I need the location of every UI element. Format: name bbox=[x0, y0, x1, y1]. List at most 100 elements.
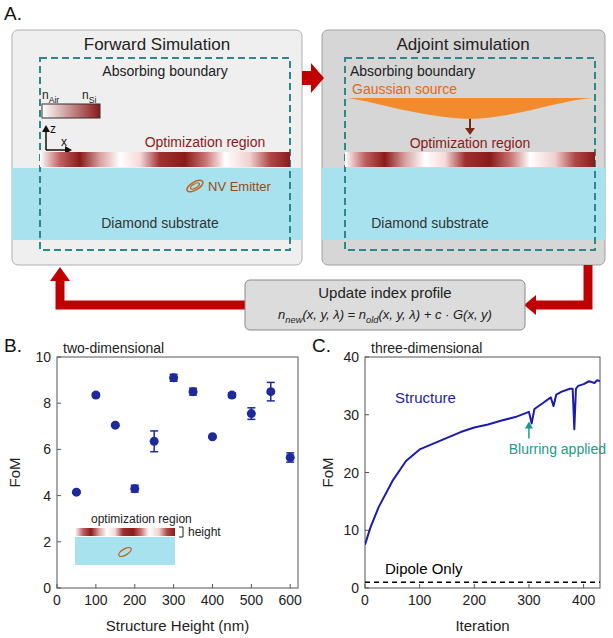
plot-frame bbox=[365, 357, 600, 588]
emitter bbox=[185, 178, 205, 194]
tick-label: 0 bbox=[43, 580, 51, 596]
panel-label: A. bbox=[4, 3, 22, 24]
tick-label: 0 bbox=[351, 580, 359, 596]
flow-arrow bbox=[302, 63, 324, 93]
point bbox=[91, 391, 100, 400]
substrate bbox=[322, 168, 605, 240]
label: Diamond substrate bbox=[101, 215, 219, 231]
tick-label: 8 bbox=[43, 395, 51, 411]
label: Optimization region bbox=[145, 134, 266, 150]
chart: C.three-dimensional010203040010020030040… bbox=[312, 335, 606, 634]
substrate bbox=[12, 168, 302, 240]
tick-label: 400 bbox=[201, 592, 225, 608]
flow-arrow bbox=[534, 265, 588, 305]
panel-label: C. bbox=[312, 335, 331, 356]
error-bar bbox=[150, 431, 158, 452]
emitter-icon bbox=[185, 178, 205, 194]
arrow-head bbox=[42, 125, 50, 132]
label: Gaussian source bbox=[352, 81, 457, 97]
point bbox=[227, 391, 236, 400]
chart-title: two-dimensional bbox=[63, 340, 164, 356]
error-cap bbox=[247, 407, 255, 409]
label: z bbox=[50, 122, 56, 136]
tick bbox=[57, 584, 58, 588]
label: x bbox=[61, 135, 67, 149]
gaussian-source bbox=[348, 98, 592, 119]
tick bbox=[365, 414, 369, 415]
boundary bbox=[40, 58, 290, 250]
data-group bbox=[365, 380, 600, 582]
error-cap bbox=[150, 451, 158, 453]
tick-label: 400 bbox=[572, 592, 596, 608]
text-part: (x, y, λ) = n bbox=[302, 307, 366, 322]
line bbox=[365, 581, 600, 583]
emitter bbox=[117, 546, 132, 558]
label: nSi bbox=[82, 88, 96, 105]
point bbox=[247, 409, 256, 418]
tick bbox=[57, 495, 61, 496]
tick bbox=[365, 357, 369, 358]
tick bbox=[57, 357, 61, 358]
tick-label: 200 bbox=[463, 592, 487, 608]
update-box bbox=[245, 280, 525, 330]
error-bar bbox=[267, 382, 275, 400]
chart: B.two-dimensional02468100100200300400500… bbox=[4, 335, 302, 634]
tick bbox=[474, 584, 475, 588]
emitter bbox=[190, 182, 201, 190]
optimization-region bbox=[40, 152, 290, 167]
axis-title: Iteration bbox=[455, 617, 509, 634]
tick bbox=[528, 584, 529, 588]
point bbox=[130, 484, 139, 493]
plot-frame bbox=[57, 357, 298, 588]
arrow bbox=[469, 119, 471, 129]
inset: optimization regionheight bbox=[75, 512, 221, 565]
tick bbox=[290, 584, 291, 588]
tick bbox=[57, 449, 61, 450]
flow-arrow bbox=[60, 279, 245, 305]
subscript: new bbox=[285, 315, 303, 325]
text-part: n bbox=[82, 88, 89, 102]
text-part: n bbox=[42, 88, 49, 102]
point bbox=[266, 387, 275, 396]
point bbox=[208, 432, 217, 441]
point bbox=[189, 387, 198, 396]
adjoint-panel: Adjoint simulationAbsorbing boundaryGaus… bbox=[322, 30, 605, 265]
inset-substrate bbox=[75, 537, 175, 565]
tick bbox=[365, 472, 369, 473]
bracket bbox=[179, 527, 183, 537]
chart-title: three-dimensional bbox=[371, 340, 482, 356]
tick bbox=[134, 584, 135, 588]
axis-title: Structure Height (nm) bbox=[106, 617, 249, 634]
boundary bbox=[345, 58, 595, 250]
error-cap bbox=[267, 382, 275, 384]
tick-label: 0 bbox=[53, 592, 61, 608]
point bbox=[72, 488, 81, 497]
text-part: (x, y, λ) + c · G(x, y) bbox=[379, 307, 492, 322]
subscript: old bbox=[366, 315, 379, 325]
point bbox=[150, 437, 159, 446]
panel-label: B. bbox=[4, 335, 22, 356]
label: Diamond substrate bbox=[371, 215, 489, 231]
axis-title: FoM bbox=[319, 458, 336, 488]
panel-title: Adjoint simulation bbox=[396, 35, 529, 54]
tick-label: 500 bbox=[240, 592, 264, 608]
tick-label: 300 bbox=[517, 592, 541, 608]
optimization-region bbox=[345, 152, 595, 167]
tick bbox=[251, 584, 252, 588]
arrow-head bbox=[465, 128, 475, 135]
tick-label: 20 bbox=[343, 465, 359, 481]
panel-title: Forward Simulation bbox=[84, 35, 230, 54]
tick-label: 10 bbox=[35, 349, 51, 365]
data-group bbox=[72, 373, 295, 496]
axis-arrow bbox=[46, 149, 66, 151]
tick-label: 600 bbox=[279, 592, 303, 608]
tick bbox=[95, 584, 96, 588]
forward-panel: Forward SimulationAbsorbing boundarynAir… bbox=[12, 30, 302, 265]
label: height bbox=[188, 525, 221, 539]
point bbox=[169, 373, 178, 382]
tick-label: 100 bbox=[408, 592, 432, 608]
label: Update index profile bbox=[318, 284, 451, 301]
error-bar bbox=[286, 453, 294, 462]
axis-arrow bbox=[45, 131, 47, 150]
point bbox=[111, 421, 120, 430]
